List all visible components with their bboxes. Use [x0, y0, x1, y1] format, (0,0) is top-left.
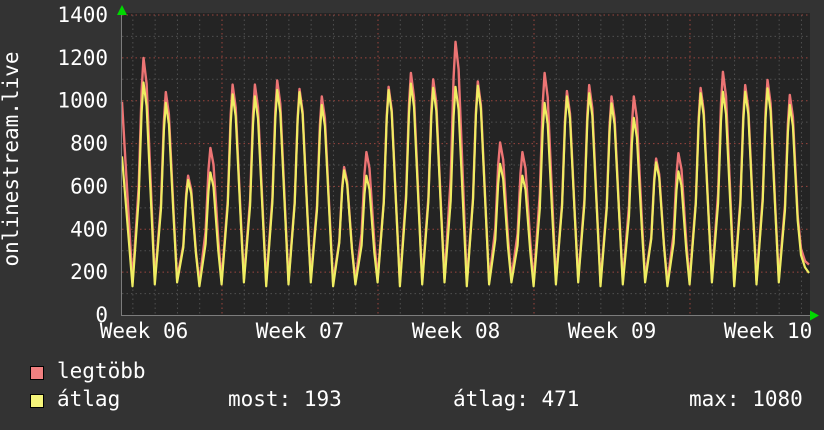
y-tick-label: 1000: [57, 89, 108, 113]
chart-canvas: 0 200 400 600 800 1000 1200 1400 Week 06 Week 07 W…: [57, 3, 819, 343]
stat-max: max: 1080: [689, 387, 803, 411]
stat-atlag: átlag: 471: [453, 387, 580, 411]
x-tick-label: Week 09: [568, 319, 657, 343]
y-tick-label: 600: [70, 174, 108, 198]
x-tick-label: Week 10: [724, 319, 813, 343]
x-tick-label: Week 07: [256, 319, 345, 343]
legend-label-atlag: átlag: [57, 387, 121, 411]
series-atlag-line: [120, 81, 810, 288]
y-tick-label: 1200: [57, 46, 108, 70]
x-axis-arrow-icon: [810, 310, 819, 321]
y-axis-arrow-icon: [117, 5, 127, 15]
stat-most: most: 193: [228, 387, 342, 411]
y-tick-label: 400: [70, 217, 108, 241]
legend-label-legtobb: legtöbb: [57, 359, 146, 383]
legend-swatch-atlag: [30, 394, 44, 408]
x-tick-label: Week 06: [100, 319, 189, 343]
legend-swatch-legtobb: [30, 366, 44, 380]
y-tick-label: 800: [70, 132, 108, 156]
y-tick-label: 1400: [57, 3, 108, 27]
y-tick-label: 0: [95, 303, 108, 327]
x-tick-label: Week 08: [412, 319, 501, 343]
y-tick-label: 200: [70, 260, 108, 284]
